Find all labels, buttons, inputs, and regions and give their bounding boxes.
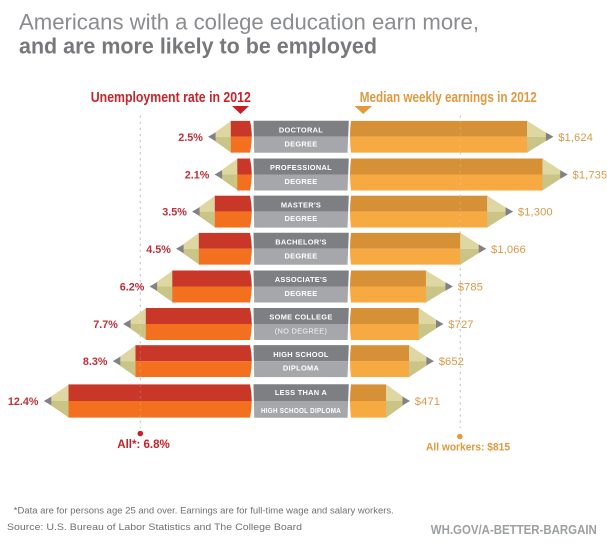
svg-text:(NO DEGREE): (NO DEGREE) <box>275 327 328 336</box>
svg-text:8.3%: 8.3% <box>83 356 108 368</box>
svg-text:All*: 6.8%: All*: 6.8% <box>117 439 169 451</box>
svg-text:Unemployment rate in 2012: Unemployment rate in 2012 <box>91 90 251 106</box>
svg-text:Americans with a college educa: Americans with a college education earn … <box>19 9 479 34</box>
svg-text:$652: $652 <box>439 356 464 368</box>
svg-text:HIGH SCHOOL DIPLOMA: HIGH SCHOOL DIPLOMA <box>261 406 341 415</box>
svg-text:*Data are for persons age 25 a: *Data are for persons age 25 and over. E… <box>14 506 394 516</box>
svg-text:2.1%: 2.1% <box>185 170 210 182</box>
svg-text:$727: $727 <box>448 319 473 331</box>
svg-text:SOME COLLEGE: SOME COLLEGE <box>269 313 332 322</box>
svg-text:MASTER'S: MASTER'S <box>281 200 321 209</box>
svg-text:2.5%: 2.5% <box>178 132 203 144</box>
svg-text:DOCTORAL: DOCTORAL <box>279 126 323 135</box>
svg-text:$1,624: $1,624 <box>558 132 593 144</box>
svg-text:BACHELOR'S: BACHELOR'S <box>275 238 327 247</box>
svg-text:$471: $471 <box>415 396 440 408</box>
svg-text:DEGREE: DEGREE <box>284 177 317 186</box>
svg-text:DEGREE: DEGREE <box>284 214 317 223</box>
svg-text:PROFESSIONAL: PROFESSIONAL <box>270 163 332 172</box>
svg-text:and are more likely to be empl: and are more likely to be employed <box>19 34 377 59</box>
svg-text:$785: $785 <box>458 282 483 294</box>
svg-text:$1,300: $1,300 <box>518 207 553 219</box>
svg-text:HIGH SCHOOL: HIGH SCHOOL <box>273 350 329 359</box>
svg-text:LESS THAN A: LESS THAN A <box>275 388 328 397</box>
svg-text:Median weekly earnings in 2012: Median weekly earnings in 2012 <box>360 90 537 106</box>
svg-text:DIPLOMA: DIPLOMA <box>283 364 320 373</box>
svg-text:7.7%: 7.7% <box>93 319 118 331</box>
svg-text:Source: U.S. Bureau of Labor S: Source: U.S. Bureau of Labor Statistics … <box>7 522 302 533</box>
svg-text:DEGREE: DEGREE <box>284 289 317 298</box>
svg-text:All workers: $815: All workers: $815 <box>426 442 510 454</box>
svg-text:6.2%: 6.2% <box>120 282 145 294</box>
svg-text:12.4%: 12.4% <box>8 396 39 408</box>
svg-text:ASSOCIATE'S: ASSOCIATE'S <box>275 275 328 284</box>
svg-text:WH.GOV/A-BETTER-BARGAIN: WH.GOV/A-BETTER-BARGAIN <box>431 522 597 537</box>
svg-text:$1,066: $1,066 <box>491 244 526 256</box>
svg-text:DEGREE: DEGREE <box>284 139 317 148</box>
svg-text:DEGREE: DEGREE <box>284 251 317 260</box>
svg-text:$1,735: $1,735 <box>573 170 607 182</box>
svg-text:3.5%: 3.5% <box>162 207 187 219</box>
svg-text:4.5%: 4.5% <box>146 244 171 256</box>
